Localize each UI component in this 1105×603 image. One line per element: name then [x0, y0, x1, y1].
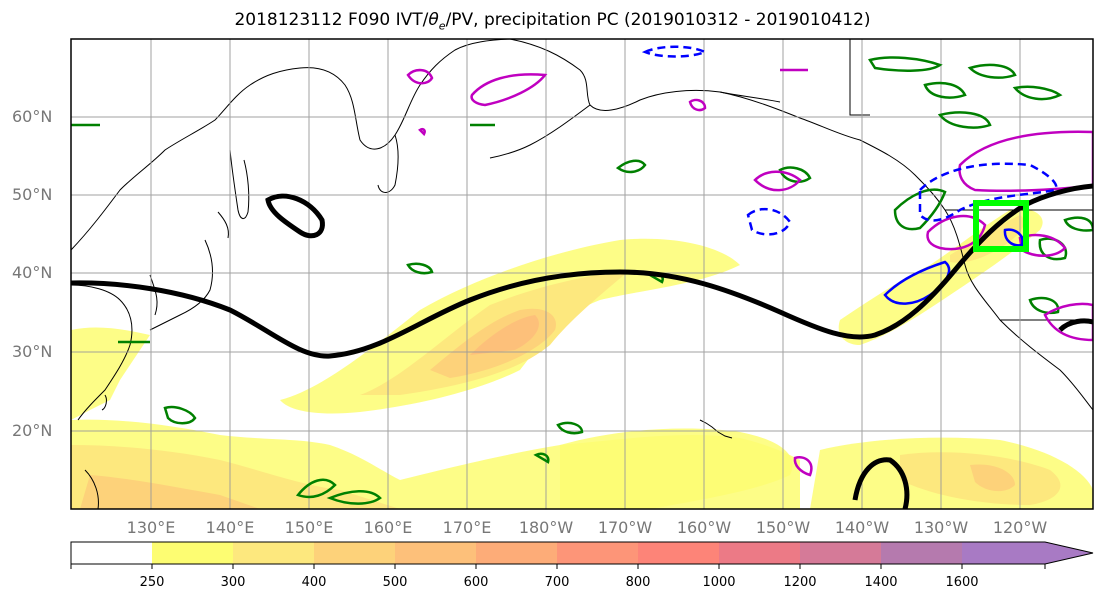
colorbar [70, 541, 1094, 569]
lon-label-140e: 140°E [205, 518, 255, 537]
lat-label-60n: 60°N [12, 107, 53, 126]
coastlines [71, 39, 1093, 509]
colorbar-tick-700: 700 [544, 575, 570, 590]
colorbar-tick-800: 800 [625, 575, 651, 590]
colorbar-tick-600: 600 [463, 575, 489, 590]
lat-label-50n: 50°N [12, 185, 53, 204]
lat-label-40n: 40°N [12, 263, 53, 282]
map-frame [70, 38, 1094, 510]
colorbar-tick-500: 500 [382, 575, 408, 590]
lon-label-140w: 140°W [834, 518, 890, 537]
lat-label-20n: 20°N [12, 421, 53, 440]
lon-label-170e: 170°E [442, 518, 492, 537]
lon-label-160e: 160°E [363, 518, 413, 537]
lon-label-150w: 150°W [755, 518, 811, 537]
lon-label-170w: 170°W [597, 518, 653, 537]
lon-label-150e: 150°E [284, 518, 334, 537]
graticule [71, 39, 1093, 509]
lon-label-160w: 160°W [676, 518, 732, 537]
map-title: 2018123112 F090 IVT/θe/PV, precipitation… [234, 10, 871, 33]
jet-stream [71, 183, 1093, 509]
colorbar-tick-1400: 1400 [864, 575, 898, 590]
pv-positive-contours [406, 68, 1093, 477]
colorbar-tick-250: 250 [139, 575, 165, 590]
theta-e-contours [71, 56, 1093, 505]
lon-label-130w: 130°W [913, 518, 969, 537]
lon-label-180w: 180°W [518, 518, 574, 537]
colorbar-tick-1600: 1600 [945, 575, 979, 590]
colorbar-tick-1200: 1200 [783, 575, 817, 590]
precipitation-shading [71, 208, 1093, 509]
highlight-box [973, 200, 1029, 252]
colorbar-tick-300: 300 [220, 575, 246, 590]
colorbar-tick-1000: 1000 [702, 575, 736, 590]
lon-label-120w: 120°W [992, 518, 1048, 537]
lon-label-130e: 130°E [126, 518, 176, 537]
colorbar-tick-400: 400 [301, 575, 327, 590]
lat-label-30n: 30°N [12, 342, 53, 361]
